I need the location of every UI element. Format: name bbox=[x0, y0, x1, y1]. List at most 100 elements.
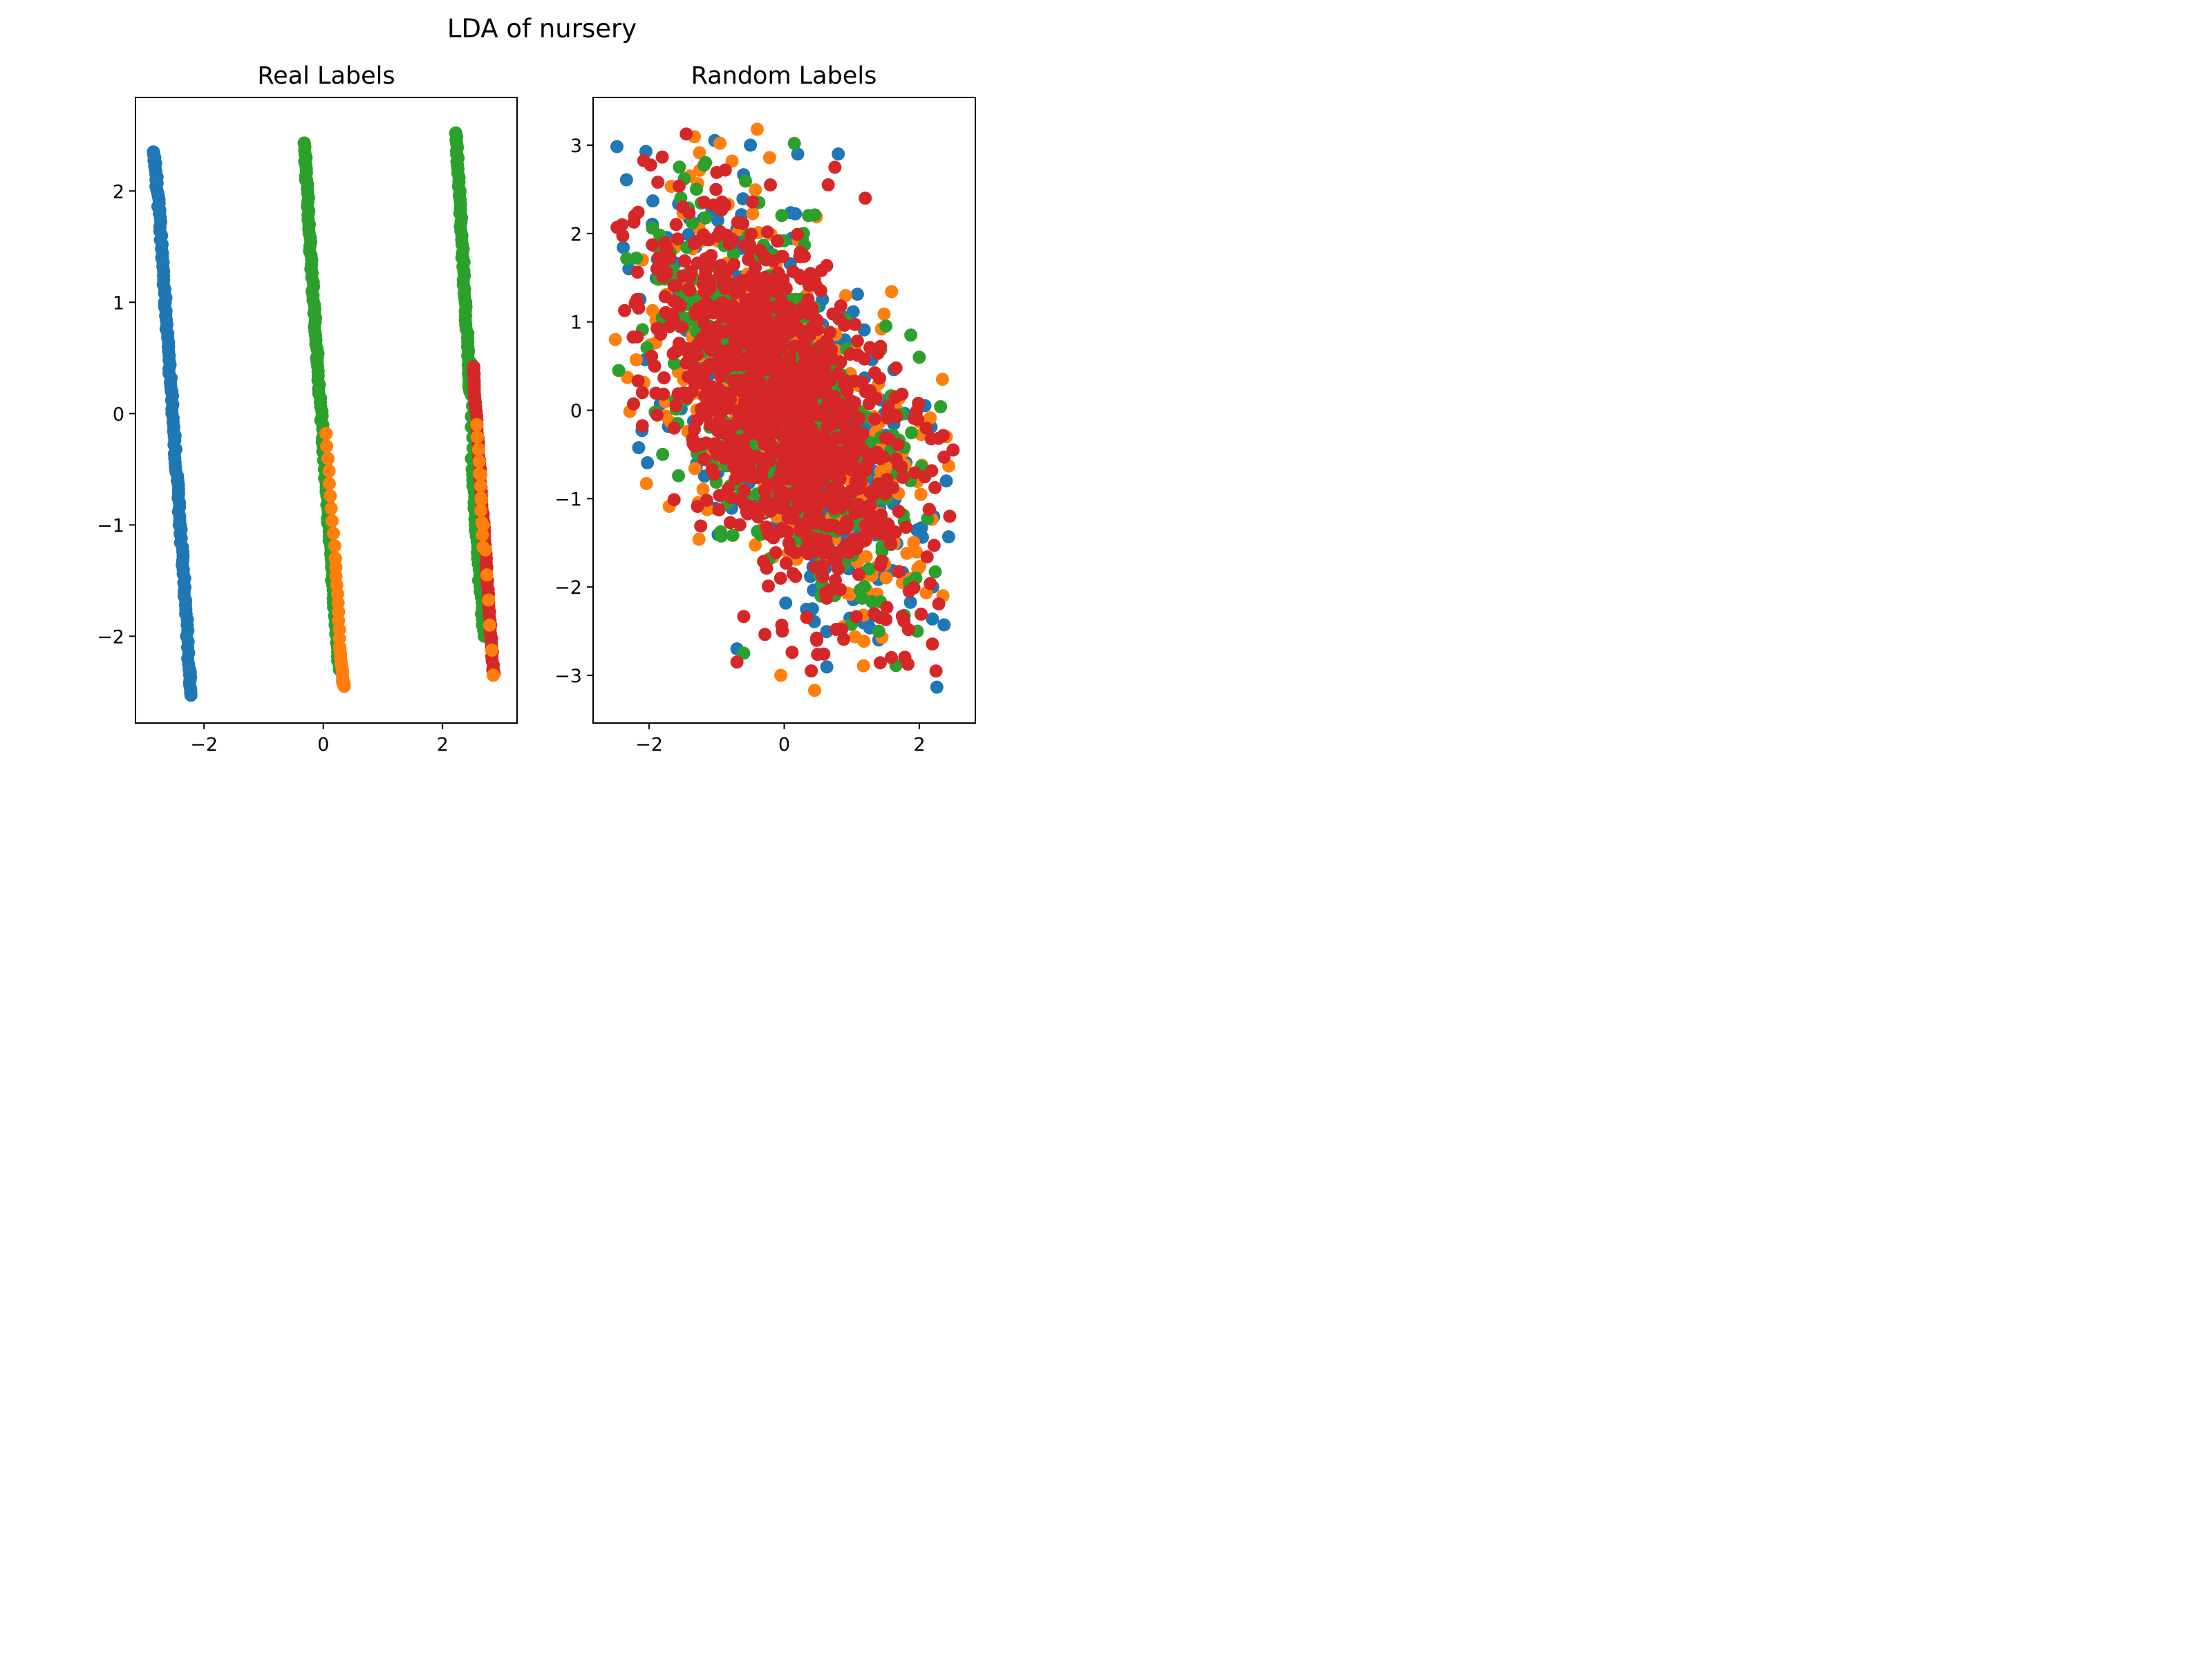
scatter-point bbox=[787, 137, 801, 150]
scatter-point bbox=[779, 434, 792, 448]
scatter-point bbox=[827, 502, 841, 516]
scatter-point bbox=[727, 247, 740, 261]
scatter-point bbox=[762, 579, 775, 593]
scatter-point bbox=[922, 503, 936, 516]
scatter-point bbox=[700, 233, 714, 247]
scatter-point bbox=[778, 324, 792, 337]
scatter-point bbox=[630, 251, 644, 265]
scatter-point bbox=[850, 288, 864, 301]
scatter-point bbox=[769, 546, 782, 560]
scatter-point bbox=[651, 176, 665, 189]
scatter-point bbox=[892, 565, 906, 579]
scatter-point bbox=[620, 252, 634, 265]
scatter-point bbox=[328, 539, 341, 553]
marks-random-labels bbox=[608, 122, 960, 697]
scatter-point bbox=[892, 458, 906, 472]
scatter-point bbox=[694, 519, 708, 533]
scatter-point bbox=[852, 411, 866, 425]
scatter-point bbox=[833, 472, 847, 486]
scatter-point bbox=[704, 329, 718, 343]
scatter-point bbox=[870, 483, 883, 497]
scatter-point bbox=[806, 432, 820, 446]
scatter-point bbox=[474, 491, 488, 505]
scatter-point bbox=[898, 650, 912, 664]
scatter-point bbox=[673, 160, 686, 174]
scatter-point bbox=[475, 516, 489, 529]
scatter-point bbox=[888, 391, 902, 404]
scatter-point bbox=[635, 386, 649, 400]
scatter-point bbox=[878, 528, 892, 541]
scatter-point bbox=[937, 618, 951, 632]
scatter-point bbox=[695, 307, 709, 321]
scatter-point bbox=[700, 387, 714, 401]
scatter-point bbox=[830, 459, 844, 473]
scatter-point bbox=[458, 295, 472, 309]
scatter-point bbox=[773, 469, 787, 482]
y-tick-label: −1 bbox=[97, 515, 124, 536]
scatter-point bbox=[737, 646, 751, 660]
scatter-point bbox=[852, 444, 866, 457]
scatter-point bbox=[718, 326, 731, 339]
scatter-point bbox=[725, 154, 739, 168]
scatter-point bbox=[747, 400, 760, 413]
scatter-point bbox=[928, 565, 942, 579]
scatter-point bbox=[885, 285, 899, 299]
scatter-point bbox=[615, 218, 629, 232]
scatter-point bbox=[700, 494, 713, 507]
scatter-point bbox=[657, 371, 671, 385]
scatter-point bbox=[618, 303, 632, 317]
scatter-point bbox=[742, 451, 756, 465]
scatter-point bbox=[742, 301, 756, 315]
scatter-point bbox=[729, 310, 742, 323]
scatter-point bbox=[714, 525, 728, 538]
scatter-point bbox=[648, 359, 662, 373]
scatter-point bbox=[926, 637, 939, 651]
scatter-point bbox=[810, 631, 823, 645]
scatter-point bbox=[805, 301, 819, 315]
scatter-point bbox=[825, 482, 839, 496]
scatter-point bbox=[472, 467, 486, 480]
scatter-point bbox=[774, 572, 787, 585]
y-tick-label: 2 bbox=[570, 224, 582, 245]
scatter-point bbox=[676, 200, 690, 214]
scatter-point bbox=[818, 382, 832, 395]
scatter-point bbox=[834, 583, 847, 597]
scatter-point bbox=[859, 191, 872, 205]
scatter-point bbox=[818, 346, 832, 360]
scatter-point bbox=[453, 207, 467, 220]
scatter-point bbox=[793, 250, 807, 263]
scatter-point bbox=[784, 403, 798, 417]
scatter-point bbox=[804, 512, 818, 525]
scatter-point bbox=[635, 419, 649, 433]
scatter-point bbox=[757, 458, 771, 472]
y-tick-label: 1 bbox=[570, 312, 582, 334]
scatter-point bbox=[313, 395, 327, 409]
scatter-point bbox=[885, 650, 898, 664]
panel-title-random-labels: Random Labels bbox=[691, 62, 877, 90]
scatter-point bbox=[308, 306, 321, 320]
scatter-point bbox=[449, 126, 462, 140]
scatter-point bbox=[824, 437, 838, 451]
scatter-point bbox=[935, 373, 949, 386]
scatter-point bbox=[729, 472, 742, 486]
scatter-point bbox=[711, 214, 724, 227]
scatter-point bbox=[176, 563, 190, 577]
scatter-point bbox=[693, 364, 707, 378]
scatter-point bbox=[805, 664, 818, 678]
scatter-point bbox=[758, 406, 771, 420]
scatter-point bbox=[796, 301, 809, 315]
scatter-point bbox=[608, 332, 622, 346]
scatter-point bbox=[849, 474, 863, 488]
scatter-point bbox=[480, 568, 494, 582]
scatter-point bbox=[769, 373, 783, 387]
scatter-point bbox=[854, 583, 867, 597]
scatter-point bbox=[810, 407, 824, 421]
scatter-point bbox=[767, 300, 780, 314]
scatter-point bbox=[697, 452, 711, 466]
x-tick-label: 0 bbox=[317, 734, 329, 756]
scatter-point bbox=[891, 438, 905, 451]
scatter-point bbox=[650, 408, 664, 422]
scatter-point bbox=[304, 262, 318, 276]
scatter-point bbox=[880, 601, 894, 615]
scatter-point bbox=[791, 227, 805, 241]
